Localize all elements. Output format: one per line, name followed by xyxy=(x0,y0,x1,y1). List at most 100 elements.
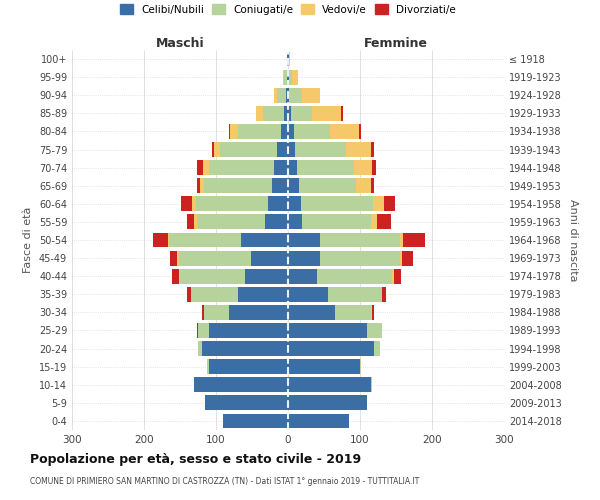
Bar xyxy=(294,124,330,139)
Bar xyxy=(197,323,198,338)
Bar xyxy=(229,124,230,139)
Bar xyxy=(283,70,284,84)
Bar xyxy=(374,341,380,356)
Bar xyxy=(289,88,302,102)
Bar xyxy=(208,359,209,374)
Bar xyxy=(288,196,301,211)
Bar xyxy=(335,305,371,320)
Bar xyxy=(179,250,251,266)
Bar xyxy=(403,232,425,248)
Bar xyxy=(206,359,208,374)
Bar xyxy=(192,196,196,211)
Bar xyxy=(394,269,401,283)
Bar xyxy=(197,214,265,230)
Bar xyxy=(341,106,343,121)
Bar xyxy=(177,250,179,266)
Bar xyxy=(220,142,277,157)
Bar xyxy=(320,232,400,248)
Y-axis label: Anni di nascita: Anni di nascita xyxy=(568,198,578,281)
Bar xyxy=(277,88,286,102)
Bar xyxy=(382,287,386,302)
Bar xyxy=(212,142,214,157)
Bar xyxy=(301,196,373,211)
Bar xyxy=(256,106,263,121)
Bar xyxy=(287,52,288,66)
Bar xyxy=(168,232,169,248)
Bar xyxy=(281,124,288,139)
Bar xyxy=(299,178,356,193)
Bar xyxy=(346,142,371,157)
Bar xyxy=(284,106,288,121)
Bar xyxy=(272,178,288,193)
Bar xyxy=(284,70,287,84)
Bar xyxy=(200,178,204,193)
Bar xyxy=(288,106,291,121)
Bar xyxy=(187,214,194,230)
Bar xyxy=(288,88,289,102)
Bar xyxy=(288,124,294,139)
Legend: Celibi/Nubili, Coniugati/e, Vedovi/e, Divorziati/e: Celibi/Nubili, Coniugati/e, Vedovi/e, Di… xyxy=(116,0,460,18)
Bar xyxy=(317,269,392,283)
Bar xyxy=(371,378,372,392)
Bar xyxy=(296,160,354,175)
Bar xyxy=(367,323,382,338)
Bar xyxy=(187,287,191,302)
Bar xyxy=(371,142,374,157)
Bar xyxy=(287,70,288,84)
Bar xyxy=(180,269,245,283)
Bar xyxy=(288,323,367,338)
Bar xyxy=(209,323,288,338)
Bar xyxy=(295,142,346,157)
Bar xyxy=(230,124,238,139)
Text: COMUNE DI PRIMIERO SAN MARTINO DI CASTROZZA (TN) - Dati ISTAT 1° gennaio 2019 - : COMUNE DI PRIMIERO SAN MARTINO DI CASTRO… xyxy=(30,478,419,486)
Bar xyxy=(245,269,288,283)
Bar xyxy=(154,232,168,248)
Bar xyxy=(202,341,288,356)
Bar xyxy=(194,378,288,392)
Bar xyxy=(223,414,288,428)
Bar xyxy=(330,124,359,139)
Bar xyxy=(179,269,180,283)
Bar xyxy=(288,359,360,374)
Bar xyxy=(320,250,400,266)
Bar xyxy=(400,250,402,266)
Bar xyxy=(292,70,298,84)
Text: Femmine: Femmine xyxy=(364,37,428,50)
Bar xyxy=(288,341,374,356)
Bar xyxy=(238,124,281,139)
Bar xyxy=(251,250,288,266)
Bar xyxy=(302,214,371,230)
Bar xyxy=(214,142,220,157)
Bar xyxy=(229,305,288,320)
Y-axis label: Fasce di età: Fasce di età xyxy=(23,207,33,273)
Bar xyxy=(291,106,313,121)
Bar xyxy=(209,359,288,374)
Bar xyxy=(204,178,272,193)
Bar xyxy=(202,305,204,320)
Bar xyxy=(288,414,349,428)
Bar xyxy=(238,287,288,302)
Bar xyxy=(197,160,203,175)
Bar xyxy=(170,250,177,266)
Bar xyxy=(198,341,202,356)
Bar xyxy=(191,287,238,302)
Bar xyxy=(402,250,413,266)
Bar xyxy=(203,160,209,175)
Bar xyxy=(274,88,277,102)
Bar xyxy=(277,142,288,157)
Bar xyxy=(356,178,371,193)
Bar xyxy=(288,232,320,248)
Bar xyxy=(289,70,292,84)
Bar xyxy=(268,196,288,211)
Bar xyxy=(384,196,395,211)
Bar xyxy=(288,160,296,175)
Bar xyxy=(372,160,376,175)
Bar xyxy=(373,196,384,211)
Bar xyxy=(288,250,320,266)
Bar xyxy=(328,287,382,302)
Bar xyxy=(204,305,229,320)
Bar xyxy=(274,160,288,175)
Bar xyxy=(377,214,391,230)
Bar xyxy=(209,160,274,175)
Bar xyxy=(181,196,192,211)
